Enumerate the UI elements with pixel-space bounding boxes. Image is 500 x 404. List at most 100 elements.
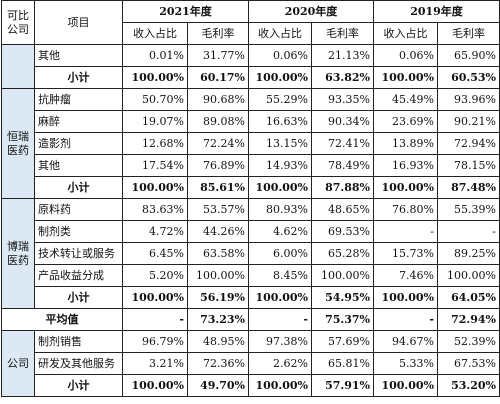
subtotal-label: 小计 <box>34 286 123 309</box>
subtotal-revenue-share: 100.00% <box>248 374 312 397</box>
company-name <box>1 44 35 89</box>
subtotal-revenue-share: 100.00% <box>373 286 438 309</box>
subtotal-label: 小计 <box>34 374 123 397</box>
subtotal-gross-margin: 53.20% <box>437 374 500 397</box>
revenue-share-value: 15.73% <box>373 242 438 265</box>
revenue-share-value: 5.33% <box>373 352 438 375</box>
company-name: 博瑞 医药 <box>1 198 35 309</box>
subtotal-revenue-share: 100.00% <box>122 286 188 309</box>
row-item-label: 制剂销售 <box>34 330 123 353</box>
revenue-share-value: 12.68% <box>122 132 188 155</box>
row-item-label: 研发及其他服务 <box>34 352 123 375</box>
gross-margin-value: 100.00% <box>187 264 249 287</box>
subtotal-gross-margin: 63.82% <box>311 66 374 89</box>
gross-margin-value: 65.28% <box>311 242 374 265</box>
revenue-share-value: 2.62% <box>248 352 312 375</box>
gross-margin-value: 100.00% <box>437 264 500 287</box>
row-item-label: 原料药 <box>34 198 123 221</box>
header-year-2020: 2020年度 <box>248 0 374 23</box>
revenue-share-value: 45.49% <box>373 88 438 111</box>
header-gross-margin: 毛利率 <box>187 22 249 45</box>
gross-margin-value: 55.39% <box>437 198 500 221</box>
average-revenue-share: - <box>373 308 438 331</box>
revenue-share-value: 55.29% <box>248 88 312 111</box>
row-item-label: 抗肿瘤 <box>34 88 123 111</box>
subtotal-gross-margin: 54.95% <box>311 286 374 309</box>
revenue-share-value: 16.93% <box>373 154 438 177</box>
subtotal-gross-margin: 60.53% <box>437 66 500 89</box>
revenue-share-value: 94.67% <box>373 330 438 353</box>
row-item-label: 其他 <box>34 44 123 67</box>
revenue-share-value: 0.06% <box>248 44 312 67</box>
gross-margin-value: 21.13% <box>311 44 374 67</box>
revenue-share-value: 96.79% <box>122 330 188 353</box>
subtotal-gross-margin: 87.48% <box>437 176 500 199</box>
table-row: 恒瑞 医药 抗肿瘤 50.70% 90.68% 55.29% 93.35% 45.49% 93… <box>1 88 500 199</box>
subtotal-revenue-share: 100.00% <box>248 66 312 89</box>
revenue-share-value: 6.45% <box>122 242 188 265</box>
revenue-share-value: 13.89% <box>373 132 438 155</box>
average-gross-margin: 75.37% <box>311 308 374 331</box>
subtotal-revenue-share: 100.00% <box>122 66 188 89</box>
revenue-share-value: 4.72% <box>122 220 188 243</box>
subtotal-revenue-share: 100.00% <box>122 176 188 199</box>
revenue-share-value: 8.45% <box>248 264 312 287</box>
subtotal-gross-margin: 56.19% <box>187 286 249 309</box>
revenue-share-value: 5.20% <box>122 264 188 287</box>
table-row: 公司 制剂销售 96.79% 48.95% 97.38% 57.69% 94.67% 52.3… <box>1 330 500 397</box>
revenue-share-value: 14.93% <box>248 154 312 177</box>
average-revenue-share: - <box>248 308 312 331</box>
subtotal-revenue-share: 100.00% <box>373 176 438 199</box>
header-company: 可比 公司 <box>1 0 35 45</box>
gross-margin-value: 48.65% <box>311 198 374 221</box>
gross-margin-value: 67.53% <box>437 352 500 375</box>
header-year-2021: 2021年度 <box>122 0 249 23</box>
gross-margin-value: 63.58% <box>187 242 249 265</box>
gross-margin-value: 89.08% <box>187 110 249 133</box>
gross-margin-value: 53.57% <box>187 198 249 221</box>
gross-margin-value: 57.69% <box>311 330 374 353</box>
subtotal-revenue-share: 100.00% <box>122 374 188 397</box>
table-row: 其他 17.54% 76.89% 14.93% 78.49% 16.93% 78.15% <box>2 154 500 177</box>
gross-margin-value: 78.15% <box>437 154 500 177</box>
revenue-share-value: 19.07% <box>122 110 188 133</box>
subtotal-label: 小计 <box>34 176 123 199</box>
subtotal-row: 小计 100.00% 85.61% 100.00% 87.88% 100.00% 87.48… <box>2 176 500 199</box>
revenue-share-value: 3.21% <box>122 352 188 375</box>
gross-margin-value: 69.53% <box>311 220 374 243</box>
gross-margin-value: 93.35% <box>311 88 374 111</box>
row-item-label: 制剂类 <box>34 220 123 243</box>
revenue-share-value: - <box>373 220 438 243</box>
company-name: 公司 <box>1 330 35 397</box>
table-row: 博瑞 医药 原料药 83.63% 53.57% 80.93% 48.65% 76.80% 55… <box>1 198 500 309</box>
revenue-share-value: 83.63% <box>122 198 188 221</box>
subtotal-gross-margin: 49.70% <box>187 374 249 397</box>
header-revenue-share: 收入占比 <box>373 22 438 45</box>
row-item-label: 其他 <box>34 154 123 177</box>
revenue-share-value: 97.38% <box>248 330 312 353</box>
revenue-share-value: 4.62% <box>248 220 312 243</box>
header-row-years: 可比 公司 项目 2021年度 2020年度 2019年度 <box>1 0 500 45</box>
gross-margin-value: 89.25% <box>437 242 500 265</box>
subtotal-gross-margin: 85.61% <box>187 176 249 199</box>
revenue-share-value: 80.93% <box>248 198 312 221</box>
gross-margin-value: 76.89% <box>187 154 249 177</box>
row-item-label: 技术转让或服务 <box>34 242 123 265</box>
header-gross-margin: 毛利率 <box>311 22 374 45</box>
revenue-share-value: 16.63% <box>248 110 312 133</box>
header-revenue-share: 收入占比 <box>122 22 188 45</box>
average-gross-margin: 72.94% <box>437 308 500 331</box>
revenue-share-value: 76.80% <box>373 198 438 221</box>
header-row-metrics: 收入占比 毛利率 收入占比 毛利率 收入占比 毛利率 <box>2 22 500 45</box>
average-gross-margin: 73.23% <box>187 308 249 331</box>
revenue-share-value: 50.70% <box>122 88 188 111</box>
row-item-label: 造影剂 <box>34 132 123 155</box>
revenue-share-value: 17.54% <box>122 154 188 177</box>
revenue-share-value: 6.00% <box>248 242 312 265</box>
subtotal-revenue-share: 100.00% <box>373 66 438 89</box>
subtotal-row: 小计 100.00% 60.17% 100.00% 63.82% 100.00% 60.53… <box>2 66 500 89</box>
gross-margin-value: 93.96% <box>437 88 500 111</box>
gross-margin-value: 100.00% <box>311 264 374 287</box>
company-name: 恒瑞 医药 <box>1 88 35 199</box>
